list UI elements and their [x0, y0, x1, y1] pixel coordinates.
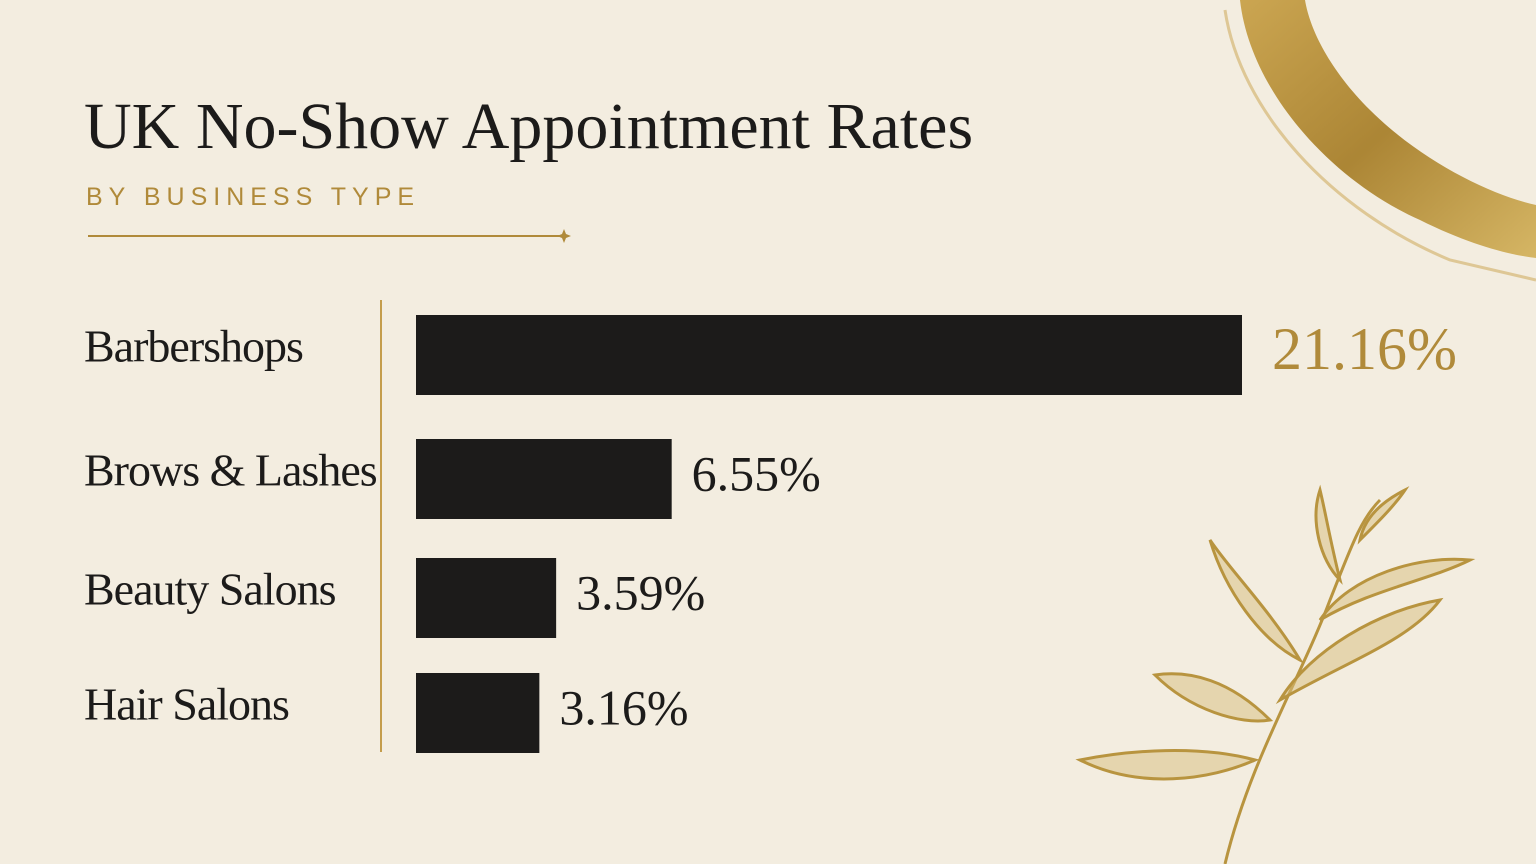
category-label: Brows & Lashes — [84, 445, 377, 496]
brush-stroke-edge — [1223, 9, 1536, 282]
leaf-branch — [1075, 484, 1476, 864]
chart-title: UK No-Show Appointment Rates — [84, 90, 973, 163]
bar — [416, 315, 1242, 395]
bar — [416, 673, 540, 753]
value-label: 6.55% — [692, 445, 821, 501]
category-label: Barbershops — [84, 321, 303, 372]
chart-subtitle: BY BUSINESS TYPE — [86, 183, 420, 211]
value-label: 21.16% — [1272, 316, 1457, 382]
rule-ornament — [557, 229, 571, 243]
value-label: 3.59% — [576, 564, 705, 620]
category-label: Beauty Salons — [84, 564, 336, 615]
brush-stroke — [1240, 0, 1536, 258]
bar — [416, 439, 672, 519]
category-label: Hair Salons — [84, 679, 289, 730]
bar — [416, 558, 557, 638]
value-label: 3.16% — [559, 679, 688, 735]
